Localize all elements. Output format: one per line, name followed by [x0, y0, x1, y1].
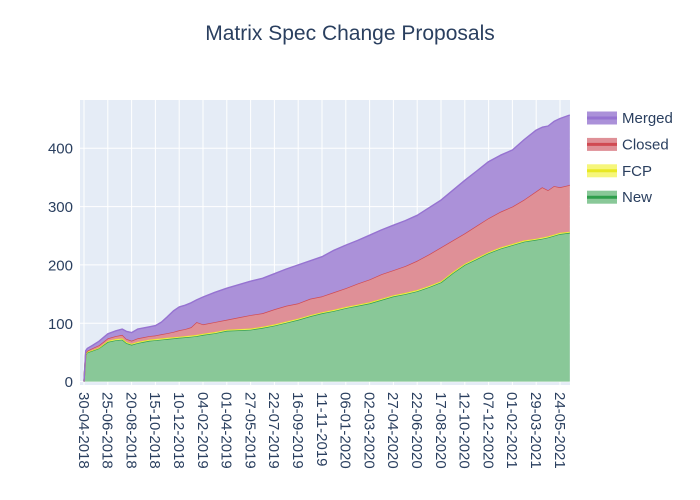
y-tick-label: 0 [65, 374, 73, 391]
x-tick-label: 20-08-2018 [122, 392, 139, 469]
chart-title: Matrix Spec Change Proposals [205, 22, 495, 45]
x-tick-label: 01-02-2021 [503, 392, 520, 469]
area-new[interactable] [84, 232, 570, 382]
legend: Merged Closed FCP New [587, 110, 673, 206]
x-tick-label: 22-07-2019 [265, 392, 282, 469]
y-axis-tick-labels: 0 100 200 300 400 [48, 141, 73, 391]
legend-label: Closed [622, 136, 669, 153]
x-tick-label: 29-03-2021 [527, 392, 544, 469]
area-merged[interactable] [84, 115, 570, 382]
x-tick-label: 01-04-2019 [218, 392, 235, 469]
legend-label: New [622, 189, 652, 206]
x-tick-label: 12-10-2020 [456, 392, 473, 469]
x-tick-label: 04-02-2019 [194, 392, 211, 469]
x-tick-label: 25-06-2018 [99, 392, 116, 469]
x-tick-label: 07-12-2020 [479, 392, 496, 469]
x-tick-label: 27-05-2019 [241, 392, 258, 469]
legend-label: FCP [622, 163, 652, 180]
x-tick-label: 16-09-2019 [289, 392, 306, 469]
legend-item-closed[interactable]: Closed [587, 136, 669, 153]
y-tick-label: 300 [48, 199, 73, 216]
x-tick-label: 22-06-2020 [408, 392, 425, 469]
x-axis-tick-labels: 30-04-2018 25-06-2018 20-08-2018 15-10-2018… [75, 392, 568, 469]
legend-item-merged[interactable]: Merged [587, 110, 673, 127]
legend-label: Merged [622, 110, 673, 127]
x-tick-label: 15-10-2018 [146, 392, 163, 469]
legend-item-fcp[interactable]: FCP [587, 163, 652, 180]
x-tick-label: 11-11-2019 [313, 392, 330, 467]
x-tick-label: 30-04-2018 [75, 392, 92, 469]
x-tick-label: 24-05-2021 [551, 392, 568, 469]
x-tick-label: 10-12-2018 [170, 392, 187, 469]
legend-item-new[interactable]: New [587, 189, 652, 206]
y-tick-label: 100 [48, 316, 73, 333]
x-tick-label: 02-03-2020 [360, 392, 377, 469]
x-tick-label: 27-04-2020 [384, 392, 401, 469]
y-tick-label: 400 [48, 141, 73, 158]
line-merged [83, 114, 570, 382]
area-series-group[interactable] [83, 114, 570, 382]
area-closed[interactable] [84, 185, 570, 382]
y-tick-label: 200 [48, 257, 73, 274]
x-tick-label: 17-08-2020 [432, 392, 449, 469]
x-tick-label: 06-01-2020 [337, 392, 354, 469]
